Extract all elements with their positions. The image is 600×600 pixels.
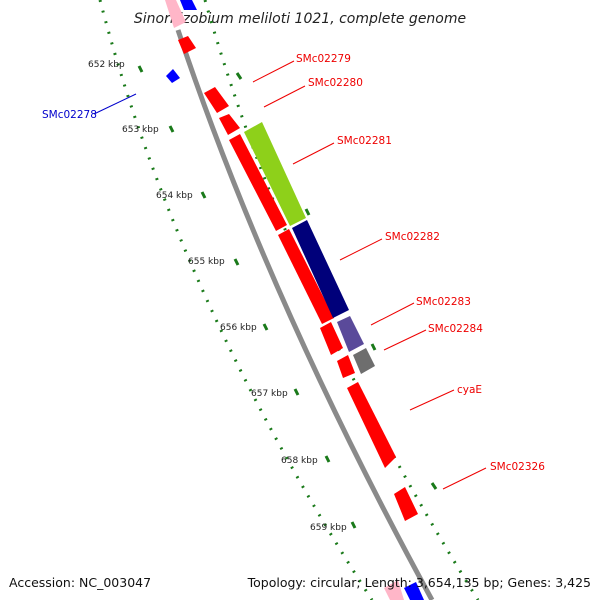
- cds-SMc02278: [166, 69, 180, 83]
- callout-line-cyaE: [409, 389, 455, 411]
- map-title: Sinorhizobium meliloti 1021, complete ge…: [134, 11, 466, 27]
- cds-SMc02279: [204, 87, 229, 113]
- tick-mark-655: [233, 258, 240, 266]
- tick-mark-652: [137, 65, 144, 73]
- cds-top-blue: [180, 0, 197, 10]
- callout-line-SMc02279: [252, 60, 295, 83]
- tick-label-655: 655 kbp: [188, 257, 225, 267]
- gene-label-SMc02280: SMc02280: [308, 77, 363, 89]
- cds-cyaE: [347, 382, 396, 468]
- cds-SMc02283: [320, 322, 343, 355]
- cds-slate: [337, 316, 364, 352]
- tick-label-656: 656 kbp: [220, 323, 257, 333]
- callout-line-SMc02282: [339, 238, 383, 261]
- cds-SMc02280: [219, 114, 240, 135]
- cds-lime: [244, 122, 306, 226]
- cds-top-pink: [165, 0, 186, 28]
- genome-backbone: [175, 29, 435, 600]
- right-track-mark: [304, 208, 311, 216]
- cds-SMc02326: [394, 487, 418, 521]
- cds-gray: [353, 348, 375, 374]
- cds-SMc02284: [337, 355, 355, 378]
- callout-line-SMc02281: [292, 142, 335, 165]
- accession-text: Accession: NC_003047: [9, 575, 151, 590]
- tick-mark-656: [262, 323, 269, 331]
- tick-label-659: 659 kbp: [310, 523, 347, 533]
- cds-SMc02282: [278, 229, 334, 324]
- tick-label-652: 652 kbp: [88, 60, 125, 70]
- gene-label-SMc02278: SMc02278: [42, 109, 97, 121]
- genome-summary-text: Topology: circular; Length: 3,654,135 bp…: [247, 575, 591, 590]
- tick-mark-658: [324, 455, 331, 463]
- callout-line-SMc02283: [370, 302, 415, 326]
- callout-line-SMc02278: [93, 93, 137, 115]
- cds-SMc02281: [229, 134, 287, 231]
- gene-label-SMc02282: SMc02282: [385, 231, 440, 243]
- right-track-mark: [430, 482, 438, 490]
- callout-line-SMc02326: [442, 467, 487, 490]
- callout-line-SMc02284: [383, 329, 427, 351]
- cds-bottom-pink: [384, 580, 404, 600]
- tick-track-left: [98, 0, 374, 600]
- tick-mark-654: [200, 191, 207, 199]
- cds-bottom-blue: [404, 582, 424, 600]
- gene-label-cyaE: cyaE: [457, 384, 482, 396]
- tick-label-654: 654 kbp: [156, 191, 193, 201]
- tick-mark-657: [293, 388, 300, 396]
- tick-label-653: 653 kbp: [122, 125, 159, 135]
- cds-red-a: [178, 36, 196, 54]
- gene-label-SMc02326: SMc02326: [490, 461, 545, 473]
- gene-label-SMc02283: SMc02283: [416, 296, 471, 308]
- gene-label-SMc02284: SMc02284: [428, 323, 483, 335]
- tick-mark-653: [168, 125, 175, 133]
- tick-label-657: 657 kbp: [251, 389, 288, 399]
- right-track-mark: [370, 343, 377, 351]
- callout-line-SMc02280: [263, 85, 306, 108]
- tick-label-658: 658 kbp: [281, 456, 318, 466]
- cds-navy: [292, 220, 349, 318]
- tick-mark-659: [350, 521, 357, 529]
- gene-label-SMc02281: SMc02281: [337, 135, 392, 147]
- gene-label-SMc02279: SMc02279: [296, 53, 351, 65]
- right-track-mark: [235, 72, 243, 80]
